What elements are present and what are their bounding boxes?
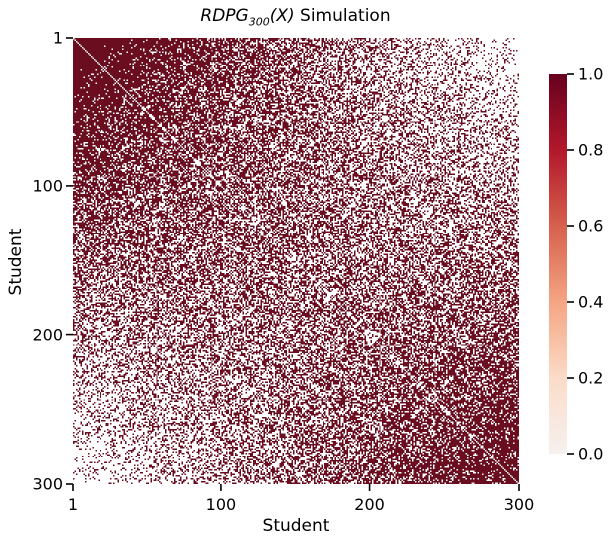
chart-title: RDPG300(X) Simulation xyxy=(72,6,519,28)
colorbar-tick-label: 0.0 xyxy=(578,444,604,464)
x-tick-label: 100 xyxy=(205,495,237,514)
title-math-arg: (X) xyxy=(269,6,295,26)
title-math-base: RDPG xyxy=(200,6,249,26)
colorbar-ticks xyxy=(567,73,574,455)
x-tick-label: 300 xyxy=(503,495,535,514)
y-tick-label: 300 xyxy=(32,474,63,494)
x-ticks xyxy=(72,484,520,491)
x-tick-label: 1 xyxy=(67,495,79,514)
y-axis-label: Student xyxy=(6,228,26,296)
colorbar-tick-label: 0.6 xyxy=(578,216,604,236)
x-axis-label: Student xyxy=(262,516,330,536)
heatmap xyxy=(73,38,519,484)
colorbar-tick-label: 0.8 xyxy=(578,140,604,160)
x-tick-label: 200 xyxy=(354,495,385,514)
y-tick-label: 200 xyxy=(32,325,63,345)
y-ticks xyxy=(66,37,73,485)
y-tick-label: 1 xyxy=(52,28,63,48)
colorbar-tick-label: 0.4 xyxy=(578,292,604,312)
title-math-sub: 300 xyxy=(248,15,270,29)
colorbar-tick-label: 0.2 xyxy=(578,368,604,388)
title-suffix: Simulation xyxy=(294,6,391,26)
y-tick-label: 100 xyxy=(32,176,63,196)
colorbar xyxy=(549,74,567,454)
title-math: RDPG300(X) xyxy=(200,6,295,29)
colorbar-tick-label: 1.0 xyxy=(578,64,604,84)
